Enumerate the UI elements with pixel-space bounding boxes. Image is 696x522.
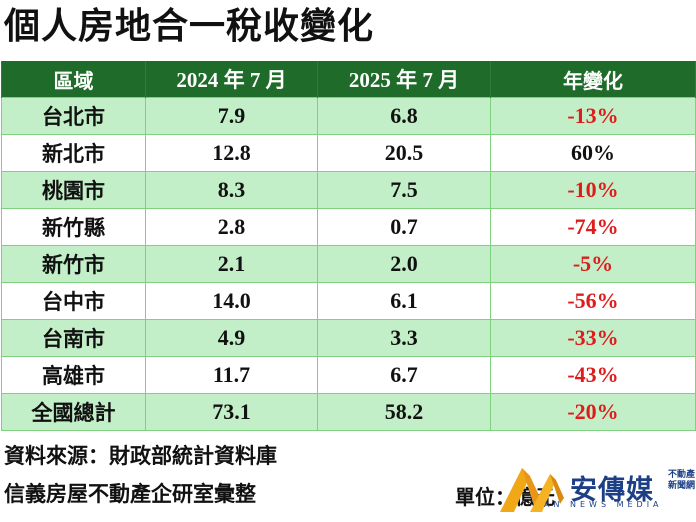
region-cell: 新竹市 [1,245,146,283]
table-row: 新竹縣 2.8 0.7 -74% [1,208,696,246]
value-2025-cell: 7.5 [317,171,491,209]
value-2024-cell: 73.1 [145,393,318,431]
compiler-note: 信義房屋不動產企研室彙整 [4,482,256,506]
table-row: 高雄市 11.7 6.7 -43% [1,356,696,394]
value-2025-cell: 3.3 [317,319,491,357]
region-cell: 台北市 [1,97,146,135]
change-cell: -43% [490,356,696,394]
region-cell: 全國總計 [1,393,146,431]
header-2025: 2025 年 7 月 [317,61,491,98]
watermark-logo: 安傳媒 不動產 新聞網 AN NEWS MEDIA [500,466,696,516]
table-row-total: 全國總計 73.1 58.2 -20% [1,393,696,431]
value-2024-cell: 4.9 [145,319,318,357]
value-2025-cell: 20.5 [317,134,491,172]
table-row: 台中市 14.0 6.1 -56% [1,282,696,320]
table-row: 新竹市 2.1 2.0 -5% [1,245,696,283]
region-cell: 台南市 [1,319,146,357]
page-title: 個人房地合一稅收變化 [4,6,375,47]
value-2024-cell: 12.8 [145,134,318,172]
value-2025-cell: 6.7 [317,356,491,394]
watermark-name: 安傳媒 [570,475,654,506]
value-2025-cell: 6.1 [317,282,491,320]
value-2025-cell: 0.7 [317,208,491,246]
region-cell: 新竹縣 [1,208,146,246]
watermark-subtitle: AN NEWS MEDIA [544,500,663,509]
header-region: 區域 [1,61,146,98]
table-header-row: 區域 2024 年 7 月 2025 年 7 月 年變化 [1,61,696,98]
change-cell: -5% [490,245,696,283]
change-cell: -74% [490,208,696,246]
region-cell: 新北市 [1,134,146,172]
change-cell: -33% [490,319,696,357]
region-cell: 高雄市 [1,356,146,394]
value-2024-cell: 11.7 [145,356,318,394]
change-cell: -56% [490,282,696,320]
value-2025-cell: 2.0 [317,245,491,283]
value-2024-cell: 14.0 [145,282,318,320]
watermark-side-line1: 不動產 [668,470,696,480]
value-2025-cell: 6.8 [317,97,491,135]
value-2024-cell: 8.3 [145,171,318,209]
value-2024-cell: 7.9 [145,97,318,135]
change-cell: -20% [490,393,696,431]
value-2024-cell: 2.8 [145,208,318,246]
value-2024-cell: 2.1 [145,245,318,283]
an-logo-icon [500,468,564,512]
region-cell: 台中市 [1,282,146,320]
header-2024: 2024 年 7 月 [145,61,318,98]
change-cell: -13% [490,97,696,135]
data-source-note: 資料來源：財政部統計資料庫 [4,444,277,468]
table-row: 桃園市 8.3 7.5 -10% [1,171,696,209]
table-row: 台南市 4.9 3.3 -33% [1,319,696,357]
value-2025-cell: 58.2 [317,393,491,431]
change-cell: 60% [490,134,696,172]
table-row: 台北市 7.9 6.8 -13% [1,97,696,135]
watermark-side-line2: 新聞網 [668,481,696,491]
header-change: 年變化 [490,61,696,98]
table-row: 新北市 12.8 20.5 60% [1,134,696,172]
tax-change-table: 區域 2024 年 7 月 2025 年 7 月 年變化 台北市 7.9 6.8… [1,61,696,431]
watermark-side: 不動產 新聞網 [668,470,696,492]
change-cell: -10% [490,171,696,209]
region-cell: 桃園市 [1,171,146,209]
